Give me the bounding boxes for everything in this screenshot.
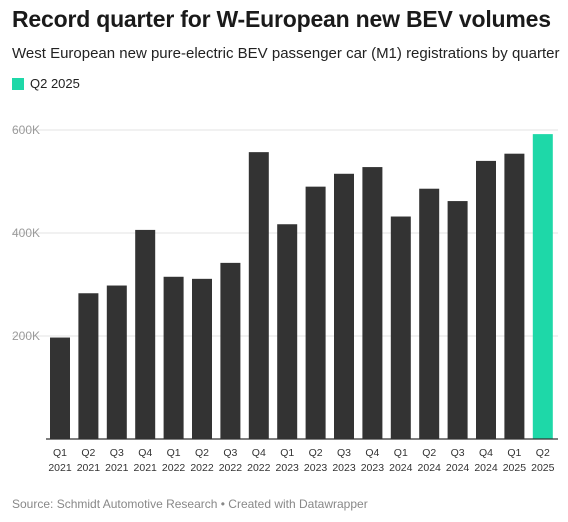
bar	[277, 224, 298, 439]
bar	[476, 160, 496, 439]
y-tick-label: 400K	[12, 226, 40, 240]
x-tick-label-year: 2022	[219, 462, 243, 474]
bar	[135, 229, 156, 439]
x-tick-label: Q1	[167, 447, 181, 459]
x-tick-label-year: 2025	[503, 462, 527, 474]
legend-swatch	[12, 77, 24, 90]
bars	[46, 134, 558, 440]
x-tick-label-year: 2021	[48, 462, 72, 474]
legend: Q2 2025	[12, 76, 80, 91]
x-tick-label-year: 2022	[247, 462, 271, 474]
x-tick-label: Q4	[365, 447, 379, 459]
bar	[447, 201, 468, 439]
y-tick-label: 600K	[12, 123, 40, 137]
bar	[334, 173, 354, 439]
x-tick-label-year: 2024	[446, 462, 470, 474]
bar	[220, 262, 241, 439]
x-tick-label-year: 2023	[361, 462, 385, 474]
y-tick-label: 200K	[12, 329, 40, 343]
chart-subtitle: West European new pure-electric BEV pass…	[12, 45, 560, 62]
x-tick-label-year: 2023	[332, 462, 356, 474]
x-tick-label: Q3	[451, 447, 465, 459]
bar	[532, 134, 553, 439]
x-tick-label-year: 2021	[105, 462, 129, 474]
x-tick-label: Q2	[536, 447, 550, 459]
x-tick-label: Q3	[223, 447, 237, 459]
x-tick-label: Q1	[280, 447, 294, 459]
x-tick-label: Q3	[110, 447, 124, 459]
x-tick-label-year: 2024	[474, 462, 498, 474]
legend-label: Q2 2025	[30, 76, 80, 91]
bar	[106, 285, 127, 439]
x-tick-label: Q1	[394, 447, 408, 459]
x-tick-label-year: 2021	[134, 462, 158, 474]
x-tick-label-year: 2022	[162, 462, 186, 474]
bar	[163, 276, 184, 439]
x-tick-label: Q4	[138, 447, 152, 459]
bar	[419, 188, 440, 439]
x-tick-label-year: 2025	[531, 462, 555, 474]
x-tick-label-year: 2024	[389, 462, 413, 474]
bar	[390, 216, 411, 439]
x-tick-label: Q2	[422, 447, 436, 459]
x-tick-label: Q3	[337, 447, 351, 459]
bar	[504, 153, 525, 439]
x-tick-label: Q1	[53, 447, 67, 459]
source-note: Source: Schmidt Automotive Research • Cr…	[12, 497, 368, 511]
x-tick-label: Q2	[81, 447, 95, 459]
bar	[305, 186, 326, 439]
bar	[248, 152, 269, 439]
bar	[50, 337, 70, 439]
x-tick-label: Q4	[252, 447, 266, 459]
x-tick-label: Q2	[195, 447, 209, 459]
x-tick-label: Q1	[507, 447, 521, 459]
x-tick-label-year: 2024	[418, 462, 442, 474]
x-tick-label-year: 2022	[190, 462, 214, 474]
x-axis-labels: Q1 2021 Q2 2021 Q3 2021 Q4 2021 Q1 2022 Q2 2022 Q3 20…	[48, 447, 554, 474]
chart-title: Record quarter for W-European new BEV vo…	[12, 6, 551, 32]
x-tick-label-year: 2023	[276, 462, 300, 474]
bar	[192, 278, 212, 439]
x-tick-label-year: 2023	[304, 462, 328, 474]
x-tick-label: Q2	[309, 447, 323, 459]
x-tick-label: Q4	[479, 447, 493, 459]
bar	[362, 167, 383, 439]
bar	[78, 293, 99, 439]
x-tick-label-year: 2021	[77, 462, 101, 474]
